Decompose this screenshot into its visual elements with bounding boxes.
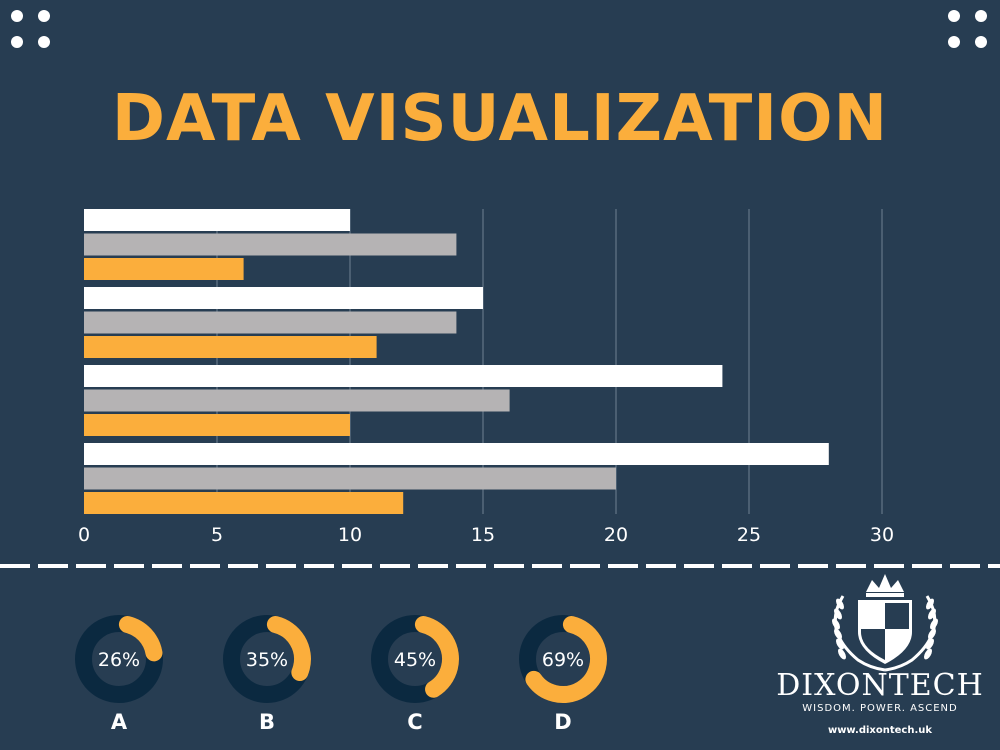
donut-value: 35% [246, 649, 288, 671]
shield-quarter [885, 603, 909, 629]
decor-dot [975, 10, 987, 22]
crown-base [866, 593, 904, 597]
bar [84, 336, 377, 358]
laurel-leaf [834, 608, 842, 620]
laurel-leaf [926, 638, 934, 650]
donut-arc [75, 615, 163, 703]
laurel-leaf [836, 598, 844, 610]
laurel-leaf [834, 628, 842, 640]
x-tick-label: 30 [870, 524, 894, 546]
decor-dot [948, 10, 960, 22]
page-title: DATA VISUALIZATION [111, 82, 889, 156]
donut-value: 69% [542, 649, 584, 671]
shield-quarter [861, 629, 885, 660]
laurel-leaf [928, 628, 936, 640]
decor-dot [975, 36, 987, 48]
decor-dot [11, 36, 23, 48]
laurel-leaf [924, 648, 932, 660]
decor-dot [948, 36, 960, 48]
decor-dot [38, 36, 50, 48]
x-tick-label: 5 [211, 524, 223, 546]
donut-label: D [554, 710, 571, 734]
logo-url: www.dixontech.uk [827, 725, 933, 736]
bar [84, 209, 350, 231]
donut-label: B [259, 710, 275, 734]
donut-value: 26% [98, 649, 140, 671]
donut-label: C [407, 710, 422, 734]
donut-arc [371, 615, 459, 703]
crown-icon [866, 574, 904, 592]
bar [84, 414, 350, 436]
decor-dot [38, 10, 50, 22]
bar [84, 492, 404, 514]
laurel-leaf [832, 618, 840, 630]
laurel-leaf [930, 618, 938, 630]
x-tick-label: 20 [604, 524, 628, 546]
laurel-leaf [928, 608, 936, 620]
x-tick-label: 15 [471, 524, 495, 546]
donut-label: A [111, 710, 128, 734]
bar [84, 233, 457, 256]
donut-value: 45% [394, 649, 436, 671]
laurel-leaf [926, 598, 934, 610]
x-tick-label: 0 [78, 524, 90, 546]
logo-tagline: WISDOM. POWER. ASCEND [802, 703, 958, 714]
donut-arc [223, 615, 311, 703]
laurel-leaf [836, 638, 844, 650]
logo-name: DIXONTECH [776, 668, 984, 703]
decor-dot [11, 10, 23, 22]
x-tick-label: 25 [737, 524, 761, 546]
bar [84, 467, 616, 490]
bar [84, 389, 510, 412]
bar [84, 258, 244, 280]
x-tick-label: 10 [338, 524, 362, 546]
bar [84, 443, 829, 465]
laurel-leaf [838, 648, 846, 660]
bar [84, 311, 457, 334]
bar [84, 365, 723, 387]
logo-crest-icon [832, 574, 938, 672]
donut-arc [519, 615, 607, 703]
bar [84, 287, 483, 309]
